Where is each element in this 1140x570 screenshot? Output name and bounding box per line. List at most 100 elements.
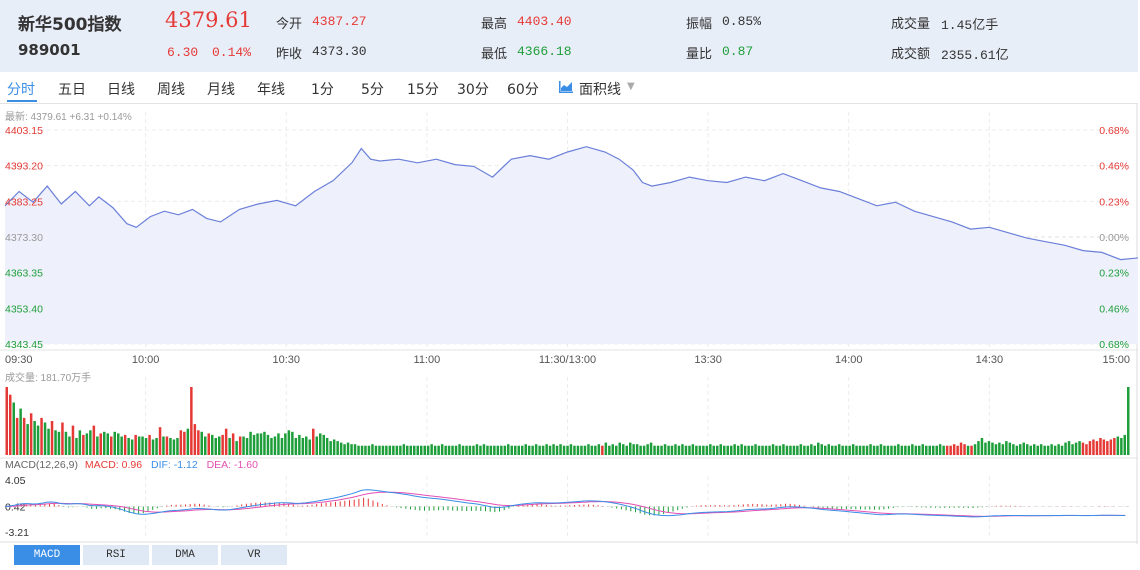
time-tick-label: 11:00 xyxy=(414,354,441,366)
volume-bar xyxy=(378,445,381,455)
volume-bar xyxy=(691,444,695,455)
index-code: 989001 xyxy=(18,41,81,59)
volume-bar xyxy=(1026,444,1029,455)
volume-bar xyxy=(632,444,635,455)
volume-bar xyxy=(587,444,590,455)
tab-15min[interactable]: 15分 xyxy=(407,82,439,98)
volume-bar xyxy=(12,402,15,455)
tab-intraday[interactable]: 分时 xyxy=(7,82,35,98)
volume-bar xyxy=(120,436,123,455)
volume-bar xyxy=(503,445,507,455)
tab-weekly[interactable]: 周线 xyxy=(157,82,185,98)
volume-bar xyxy=(284,433,287,455)
prev-close-label: 昨收 xyxy=(276,47,303,62)
tab-5min[interactable]: 5分 xyxy=(361,82,384,98)
volume-bar xyxy=(987,441,991,455)
volume-bar xyxy=(642,445,646,455)
chart-type-dropdown[interactable]: 面积线 xyxy=(579,82,621,98)
volume-bar xyxy=(256,433,259,455)
volume-bar xyxy=(158,427,162,455)
volume-bar xyxy=(1057,444,1060,455)
volume-bar xyxy=(900,445,904,455)
indicator-tab-vr[interactable]: VR xyxy=(221,545,287,565)
volume-bar xyxy=(430,444,433,455)
volume-bar xyxy=(211,434,214,455)
volume-bar xyxy=(92,425,96,455)
pct-tick-label: 0.68% xyxy=(1099,125,1129,137)
volume-bar xyxy=(841,445,844,455)
chevron-down-icon[interactable]: ▼ xyxy=(627,81,635,92)
volume-bar xyxy=(893,445,897,455)
volume-bar xyxy=(883,445,886,455)
price-tick-label: 4383.25 xyxy=(5,196,43,208)
volume-bar xyxy=(1046,445,1050,455)
volume-bar xyxy=(552,444,555,455)
indicator-tab-rsi[interactable]: RSI xyxy=(83,545,149,565)
volume-bar xyxy=(510,445,513,455)
volume-bar xyxy=(747,445,750,455)
tab-daily[interactable]: 日线 xyxy=(107,82,135,98)
volume-bar xyxy=(534,444,538,455)
volume-bar xyxy=(1008,442,1012,455)
indicator-tab-macd[interactable]: MACD xyxy=(14,545,80,565)
price-area-fill xyxy=(5,146,1138,344)
tab-30min[interactable]: 30分 xyxy=(457,82,489,98)
volume-info-text: 成交量: 181.70万手 xyxy=(5,371,91,384)
volume-bar xyxy=(750,445,754,455)
index-name: 新华500指数 xyxy=(18,15,122,35)
turnover-value: 2355.61亿 xyxy=(941,48,1009,63)
time-tick-label: 15:00 xyxy=(1102,354,1130,366)
volume-bar xyxy=(726,445,729,455)
volume-bar xyxy=(19,408,22,455)
volume-bar xyxy=(238,436,242,455)
volume-bar xyxy=(270,438,273,455)
volume-bar xyxy=(280,438,284,455)
volume-bar xyxy=(228,438,231,455)
volume-bar xyxy=(190,387,193,455)
volume-bar xyxy=(855,445,858,455)
volume-bar xyxy=(897,444,900,455)
volume-bar xyxy=(416,445,419,455)
volume-bar xyxy=(221,434,224,455)
volume-bar xyxy=(531,445,534,455)
volume-bar xyxy=(103,431,106,455)
volume-bar xyxy=(688,445,691,455)
tab-five-day[interactable]: 五日 xyxy=(58,82,86,98)
volume-bar xyxy=(148,434,151,455)
volume-bar xyxy=(193,424,197,455)
volume-bar xyxy=(782,444,785,455)
tab-yearly[interactable]: 年线 xyxy=(257,82,285,98)
volume-bar xyxy=(371,444,374,455)
volume-bar xyxy=(472,445,475,455)
turnover-label: 成交额 xyxy=(891,47,931,62)
volume-bar xyxy=(367,445,371,455)
volume-bar xyxy=(332,439,336,455)
macd-tick-label: 0.42 xyxy=(5,502,26,514)
volume-bar xyxy=(399,445,402,455)
macd-value: MACD: 0.96 xyxy=(85,459,142,471)
volume-bar xyxy=(444,445,447,455)
volume-bar xyxy=(848,445,851,455)
volume-bar xyxy=(514,445,517,455)
volume-bar xyxy=(949,445,952,455)
volume-bar xyxy=(29,413,33,455)
volume-bar xyxy=(991,442,994,455)
volume-bar xyxy=(977,441,980,455)
volume-bar xyxy=(527,445,531,455)
volume-bar xyxy=(127,438,130,455)
volume-bar xyxy=(475,444,479,455)
price-tick-label: 4373.30 xyxy=(5,232,43,244)
volume-bar xyxy=(555,445,559,455)
volume-bar xyxy=(684,445,688,455)
volume-bar xyxy=(343,444,346,455)
tab-60min[interactable]: 60分 xyxy=(507,82,539,98)
volume-bar xyxy=(1053,445,1057,455)
volume-label: 成交量 xyxy=(891,17,931,32)
volume-bar xyxy=(305,436,308,455)
volume-bar xyxy=(1088,441,1092,455)
indicator-tab-dma[interactable]: DMA xyxy=(152,545,218,565)
volume-ratio-value: 0.87 xyxy=(722,44,754,59)
dif-line xyxy=(4,489,1126,518)
tab-1min[interactable]: 1分 xyxy=(311,82,334,98)
tab-monthly[interactable]: 月线 xyxy=(207,82,235,98)
